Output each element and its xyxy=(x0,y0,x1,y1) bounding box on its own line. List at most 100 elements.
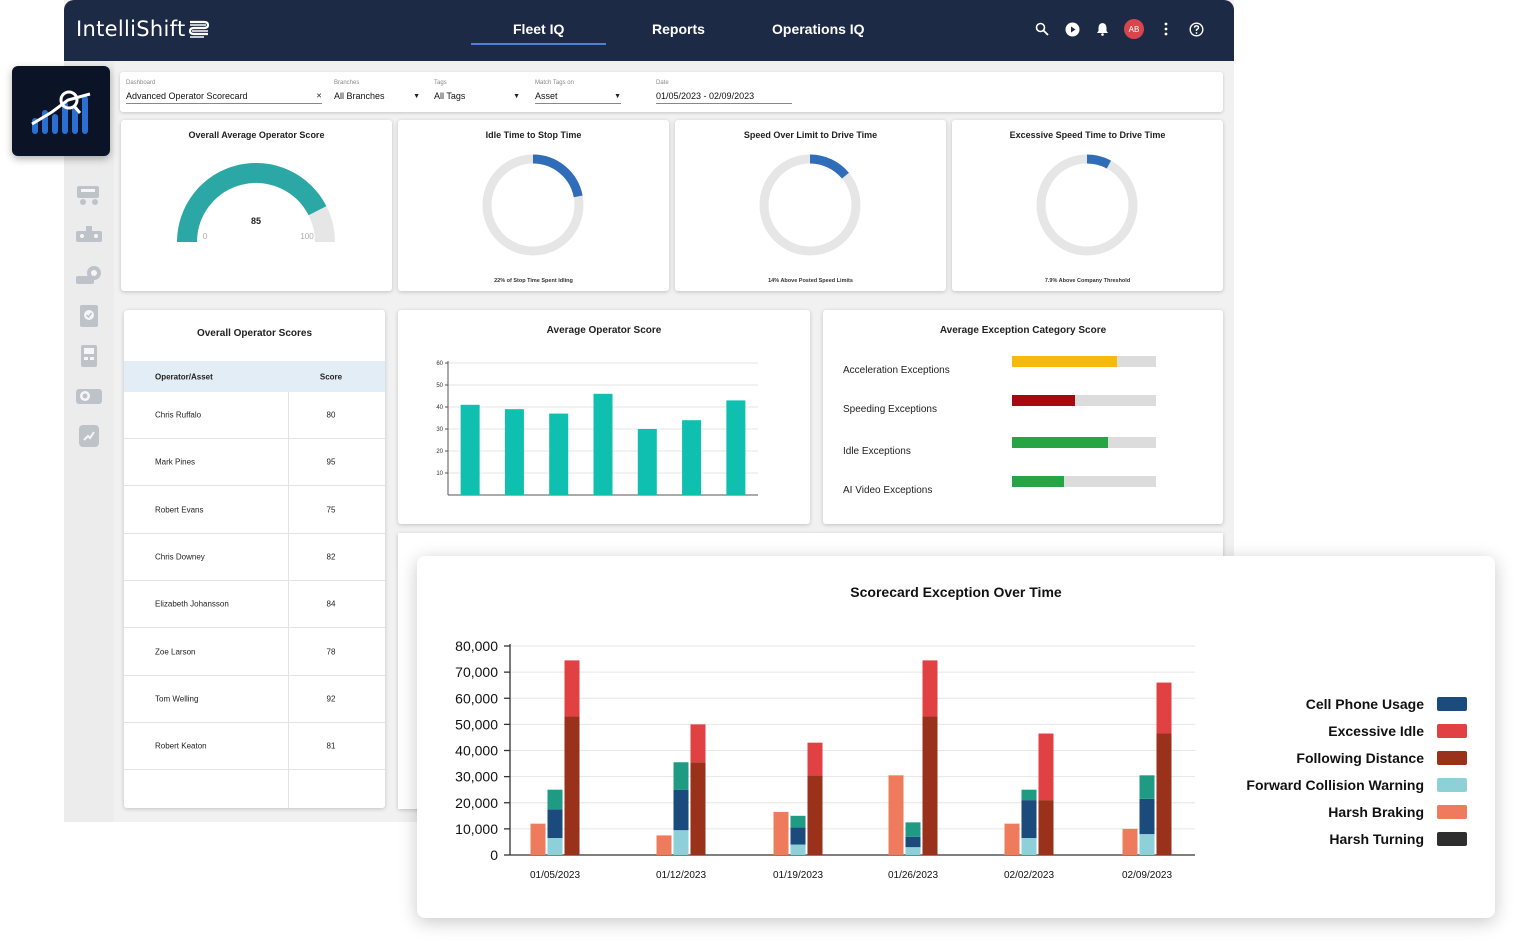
match-tags-filter-label: Match Tags on xyxy=(535,80,574,86)
legend-item[interactable]: Forward Collision Warning xyxy=(1246,771,1467,798)
bar-segment-harsh-turning xyxy=(790,815,806,828)
help-icon[interactable] xyxy=(1188,21,1204,37)
table-row[interactable]: Robert Evans 75 xyxy=(124,487,385,534)
gauge-chart: 85 0 100 xyxy=(177,163,335,243)
excessive-speed-caption: 7.9% Above Company Threshold xyxy=(1044,278,1131,284)
legend-item[interactable]: Excessive Idle xyxy=(1246,717,1467,744)
match-tags-filter[interactable]: Match Tags on Asset ▼ xyxy=(535,80,621,104)
legend-label: Harsh Turning xyxy=(1329,830,1424,847)
operator-name: Chris Ruffalo xyxy=(155,410,202,420)
bar-segment-harsh-turning xyxy=(905,822,921,837)
avg-score-chart-title: Average Operator Score xyxy=(546,325,662,336)
y-tick-label: 0 xyxy=(490,847,498,863)
bar-segment-harsh-turning xyxy=(1139,775,1155,799)
bar xyxy=(504,409,524,495)
bar-segment-following-distance xyxy=(807,775,823,855)
bar-segment-following-distance xyxy=(564,716,580,855)
table-row[interactable]: Elizabeth Johansson 84 xyxy=(124,581,385,629)
table-row[interactable]: Chris Ruffalo 80 xyxy=(124,392,385,439)
x-tick-label: 01/05/2023 xyxy=(530,870,580,881)
tab-reports[interactable]: Reports xyxy=(652,21,705,37)
legend-swatch xyxy=(1437,723,1467,738)
gauge-value: 85 xyxy=(251,216,261,226)
operator-scores-table: Overall Operator Scores Operator/Asset S… xyxy=(124,310,385,808)
y-tick-label: 60,000 xyxy=(455,690,498,706)
play-icon[interactable] xyxy=(1064,21,1080,37)
sidebar-item-assets-icon[interactable] xyxy=(75,224,103,248)
logo-mark-icon xyxy=(188,20,209,38)
legend-label: Harsh Braking xyxy=(1328,803,1424,820)
operator-score: 84 xyxy=(326,599,336,609)
chevron-down-icon[interactable]: ▼ xyxy=(413,92,420,100)
legend-item[interactable]: Cell Phone Usage xyxy=(1246,690,1467,717)
bar-segment-forward-collision-warning xyxy=(790,844,806,855)
table-row[interactable]: Zoe Larson 78 xyxy=(124,629,385,676)
table-row[interactable]: Chris Downey 82 xyxy=(124,534,385,581)
sidebar-item-analytics[interactable] xyxy=(12,66,110,156)
operator-score: 78 xyxy=(326,647,336,656)
gauge-fill xyxy=(177,163,327,243)
sidebar-item-tracking-icon[interactable] xyxy=(75,264,103,288)
chart-legend: Cell Phone Usage Excessive Idle Following … xyxy=(1246,690,1467,852)
column-header-operator[interactable]: Operator/Asset xyxy=(155,372,213,381)
more-vertical-icon[interactable] xyxy=(1158,21,1174,37)
search-icon[interactable] xyxy=(1034,21,1050,37)
legend-swatch xyxy=(1437,831,1467,846)
bar-harsh-braking xyxy=(1122,828,1138,855)
idle-time-donut xyxy=(482,154,584,256)
analytics-chart-icon xyxy=(31,90,91,134)
excessive-speed-card: Excessive Speed Time to Drive Time 7.9% … xyxy=(952,120,1223,291)
sidebar-item-reports-icon[interactable] xyxy=(75,424,103,448)
y-tick-label: 10 xyxy=(436,471,443,477)
operator-score: 80 xyxy=(326,410,336,420)
sidebar-item-vehicles-icon[interactable] xyxy=(75,183,103,207)
legend-swatch xyxy=(1437,777,1467,792)
bar-segment-harsh-turning xyxy=(547,789,563,810)
x-tick-label: 02/09/2023 xyxy=(1122,870,1172,881)
dashboard-filter[interactable]: Dashboard Advanced Operator Scorecard ✕ xyxy=(126,80,322,104)
app-logo[interactable]: IntelliShift xyxy=(76,17,210,41)
speed-over-limit-card: Speed Over Limit to Drive Time 14% Above… xyxy=(675,120,946,291)
legend-item[interactable]: Harsh Braking xyxy=(1246,798,1467,825)
bar-segment-following-distance xyxy=(1156,733,1172,855)
avatar[interactable]: AB xyxy=(1124,19,1144,39)
bar-segment-cell-phone-usage xyxy=(1139,798,1155,835)
table-row[interactable]: Tom Welling 92 xyxy=(124,676,385,723)
chevron-down-icon[interactable]: ▼ xyxy=(614,92,621,100)
date-filter[interactable]: Date 01/05/2023 - 02/09/2023 xyxy=(656,80,792,104)
chevron-down-icon[interactable]: ▼ xyxy=(513,92,520,100)
exception-bar-track xyxy=(1012,437,1156,448)
bar-segment-harsh-turning xyxy=(1021,789,1037,801)
excessive-speed-donut xyxy=(1036,154,1138,256)
exception-label: Speeding Exceptions xyxy=(843,404,937,415)
notification-bell-icon[interactable] xyxy=(1094,21,1110,37)
filter-bar: Dashboard Advanced Operator Scorecard ✕ B… xyxy=(120,72,1223,112)
idle-time-caption: 22% of Stop Time Spent Idling xyxy=(494,278,573,284)
legend-item[interactable]: Following Distance xyxy=(1246,744,1467,771)
legend-item[interactable]: Harsh Turning xyxy=(1246,825,1467,852)
operator-name: Mark Pines xyxy=(155,457,196,467)
operator-name: Elizabeth Johansson xyxy=(155,599,229,609)
column-header-score[interactable]: Score xyxy=(319,372,343,381)
sidebar-item-camera-icon[interactable] xyxy=(75,384,103,408)
tab-operations-iq[interactable]: Operations IQ xyxy=(772,21,865,37)
speed-over-limit-donut xyxy=(759,154,861,256)
clear-icon[interactable]: ✕ xyxy=(316,93,322,100)
table-row[interactable]: Robert Keaton 81 xyxy=(124,723,385,771)
table-row[interactable]: Mark Pines 95 xyxy=(124,439,385,487)
sidebar-item-fuel-icon[interactable] xyxy=(75,344,103,368)
bar-segment-following-distance xyxy=(1038,800,1054,855)
bar-segment-excessive-idle xyxy=(1156,682,1172,734)
excessive-speed-title: Excessive Speed Time to Drive Time xyxy=(1009,130,1166,140)
exception-bar-fill xyxy=(1012,395,1076,406)
legend-label: Excessive Idle xyxy=(1328,722,1424,739)
sidebar-item-inspections-icon[interactable] xyxy=(75,304,103,328)
tab-fleet-iq[interactable]: Fleet IQ xyxy=(470,21,608,45)
branches-filter[interactable]: Branches All Branches ▼ xyxy=(334,80,420,103)
tags-filter[interactable]: Tags All Tags ▼ xyxy=(434,80,520,103)
bar-segment-harsh-turning xyxy=(673,762,689,790)
exception-bar-track xyxy=(1012,356,1156,367)
scorecard-exception-card: Scorecard Exception Over Time 0 10,000 20,… xyxy=(417,556,1495,918)
x-tick-label: 01/12/2023 xyxy=(656,870,706,881)
logo-text: IntelliShift xyxy=(76,17,186,41)
